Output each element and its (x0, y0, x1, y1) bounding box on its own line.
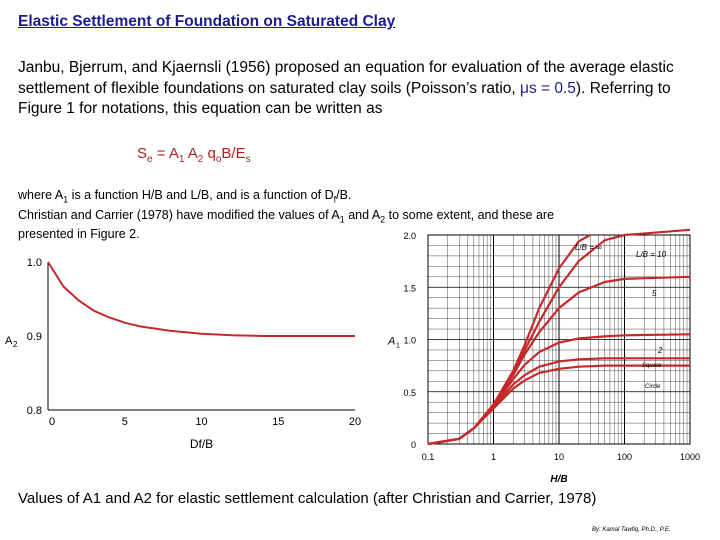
poisson-ratio: μs = 0.5 (520, 79, 576, 97)
p2-l2c: to some extent, and these are (385, 207, 555, 222)
p2-s1: 1 (63, 194, 69, 205)
a1-series-line (427, 364, 690, 446)
a1-y-tick-label: 1.5 (403, 283, 416, 293)
p2-l2a: Christian and Carrier (1978) have modifi… (18, 207, 340, 222)
p2-t3: /B. (336, 188, 352, 202)
a2-x-tick-label: 15 (272, 416, 284, 428)
a2-y-axis-title-base: A (5, 335, 13, 347)
a1-series-label: 5 (652, 289, 657, 298)
para2-line1: where A1 is a function H/B and L/B, and … (18, 188, 658, 208)
a2-y-tick-label: 0.9 (27, 331, 42, 343)
eq-e-sub: s (245, 154, 251, 165)
a2-x-axis-title: Df/B (190, 437, 213, 451)
figure-caption: Values of A1 and A2 for elastic settleme… (18, 490, 597, 507)
a1-series-label: 2 (657, 346, 663, 355)
a1-x-tick-label: 10 (554, 452, 564, 462)
a1-y-tick-label: 0.5 (403, 388, 416, 398)
p2-t2: is a function H/B and L/B, and is a func… (68, 188, 334, 202)
intro-paragraph: Janbu, Bjerrum, and Kjaernsli (1956) pro… (18, 58, 708, 120)
a2-x-tick-label: 10 (195, 416, 207, 428)
p2-s3: 1 (339, 214, 345, 224)
eq-a1-sub: 1 (178, 154, 185, 165)
a1-x-tick-label: 1 (491, 452, 496, 462)
eq-q-sub: o (215, 154, 222, 165)
para2-line3: presented in Figure 2. (18, 227, 140, 241)
chart-a2: 0 5 10 15 20 0.8 0.9 1.0 A 2 Df/B (5, 257, 361, 451)
settlement-equation: Se = A1 A2 qoB/Es (137, 145, 251, 165)
a1-y-axis-title-base: A (387, 336, 395, 348)
p2-s2: f (333, 194, 337, 205)
a2-x-tick-label: 5 (122, 416, 128, 428)
eq-s-sub: e (147, 154, 153, 165)
eq-a2: A (184, 145, 198, 162)
a1-y-tick-label: 2.0 (403, 231, 416, 241)
eq-q: q (203, 145, 216, 162)
para2-line2: Christian and Carrier (1978) have modifi… (18, 208, 658, 228)
a1-series-label: L/B = ∞ (575, 243, 602, 252)
intro-text-1: Janbu, Bjerrum, and Kjaernsli (1956) pro… (18, 59, 674, 97)
a2-y-tick-label: 0.8 (27, 405, 42, 417)
a2-y-tick-label: 1.0 (27, 257, 42, 269)
a1-series-label: Square (642, 363, 662, 369)
page-title: Elastic Settlement of Foundation on Satu… (18, 13, 396, 30)
a1-x-tick-label: 100 (617, 452, 632, 462)
a1-y-tick-label: 1.0 (403, 336, 416, 346)
a2-x-tick-label: 0 (49, 416, 55, 428)
a1-series-label: Circle (645, 384, 661, 390)
a1-series-label: L/B = 10 (636, 250, 667, 259)
a1-x-axis-title: H/B (550, 474, 567, 485)
intro-text-2: ). Referring to Figure 1 for notations, … (18, 79, 671, 118)
p2-s4: 2 (380, 214, 386, 224)
author-credit: By: Kamal Tawfiq, Ph.D., P.E. (592, 527, 671, 533)
a1-x-tick-label: 0.1 (422, 452, 435, 462)
a2-y-axis-title-sub: 2 (13, 340, 18, 349)
description-paragraph: where A1 is a function H/B and L/B, and … (18, 188, 658, 242)
p2-t1: where A (18, 188, 64, 202)
eq-s: S (137, 145, 148, 162)
p2-l2b: and A (344, 207, 381, 222)
a2-series-line (47, 261, 355, 337)
eq-a2-sub: 2 (197, 154, 204, 165)
eq-a1: = A (152, 145, 179, 162)
a2-x-tick-label: 20 (349, 416, 361, 428)
eq-tail: B/E (221, 145, 246, 162)
a1-x-tick-label: 1000 (680, 452, 700, 462)
a1-y-tick-label: 0 (411, 440, 416, 450)
a1-y-axis-title-sub: 1 (396, 343, 400, 350)
